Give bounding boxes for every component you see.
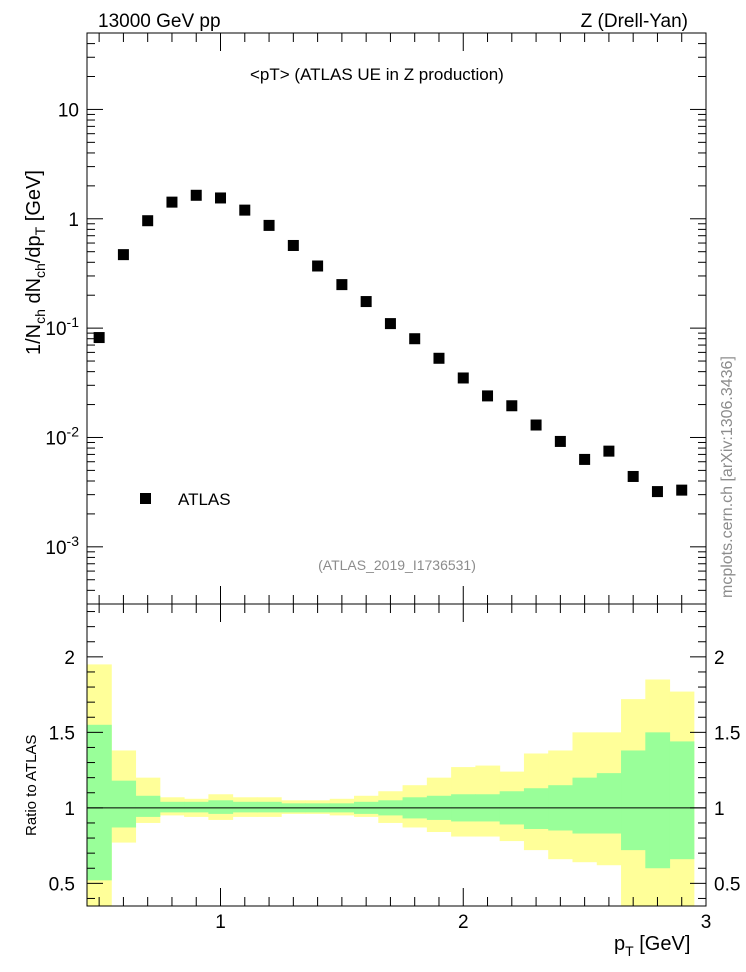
data-point [433,352,445,364]
main-panel: 10-3 10-2 10-1 1 10 [45,32,707,605]
ratio-y-tick-label: 2 [64,648,75,669]
x-axis-title: pT [GeV] [614,933,690,959]
data-point [603,445,615,457]
data-point [651,486,663,498]
data-point [93,332,105,344]
data-point [409,333,421,345]
legend-label: ATLAS [178,490,231,509]
ratio-y-tick-label: 0.5 [49,874,75,895]
data-point [336,279,348,291]
data-point [506,400,518,412]
side-label: mcplots.cern.ch [arXiv:1306.3436] [719,356,736,598]
header-right: Z (Drell-Yan) [581,11,688,32]
data-point [457,372,469,384]
data-point [263,219,275,231]
data-point [312,260,324,272]
data-point [676,484,688,496]
legend-marker [140,493,151,504]
svg-text:pT [GeV]: pT [GeV] [614,933,690,959]
data-point [190,189,202,201]
header-left: 13000 GeV pp [98,11,221,32]
uncertainty-band-inner [523,788,549,829]
x-tick-label: 2 [458,912,469,933]
data-point [215,192,227,204]
plot-annotation: <pT> (ATLAS UE in Z production) [250,65,504,84]
data-point [142,215,154,227]
x-tick-label: 1 [215,912,226,933]
y-tick-label: 10-3 [45,533,79,559]
uncertainty-band-inner [621,750,646,851]
ratio-y-tick-label: 1.5 [49,723,75,744]
analysis-id: (ATLAS_2019_I1736531) [318,557,476,573]
data-point [627,470,639,482]
x-tick-label: 3 [701,912,712,933]
ratio-frame [86,603,707,907]
svg-text:1/Nch dNch/dpT [GeV]: 1/Nch dNch/dpT [GeV] [23,170,48,355]
ratio-y-tick-label: 1 [64,799,75,820]
data-point [482,390,494,402]
legend: ATLAS [140,490,231,509]
data-point [117,249,129,261]
uncertainty-band-inner [596,773,622,834]
y-tick-label: 10-2 [45,423,79,449]
data-point [166,196,178,208]
uncertainty-band-inner [87,724,112,881]
uncertainty-band-inner [645,732,671,869]
data-point [239,204,251,216]
ratio-y-tick-label-right: 2 [714,648,725,669]
y-axis-title-main: 1/Nch dNch/dpT [GeV] [23,170,48,355]
data-point [554,435,566,447]
uncertainty-band-inner [135,795,161,817]
ratio-y-tick-label-right: 1 [714,799,725,820]
main-frame [86,32,707,605]
data-point [384,318,396,330]
uncertainty-band-inner [232,801,258,813]
data-point [360,296,372,308]
uncertainty-band-inner [159,801,185,813]
y-tick-label: 10 [58,100,79,121]
uncertainty-band-inner [572,777,598,834]
y-tick-label: 1 [68,210,79,231]
uncertainty-band-inner [669,741,695,860]
ratio-panel: 0.5 0.5 1 1 1.5 1.5 2 2 1 2 3 [49,603,740,933]
ratio-y-tick-label-right: 1.5 [714,723,740,744]
y-tick-label: 10-1 [45,314,79,340]
uncertainty-band-inner [208,800,234,814]
uncertainty-band-inner [111,780,137,828]
y-axis-title-ratio: Ratio to ATLAS [23,735,40,836]
data-point [530,419,542,431]
ratio-y-tick-label-right: 0.5 [714,874,740,895]
data-point [287,239,299,251]
data-point [579,453,591,465]
uncertainty-band-inner [184,801,209,813]
uncertainty-band-inner [256,801,282,813]
